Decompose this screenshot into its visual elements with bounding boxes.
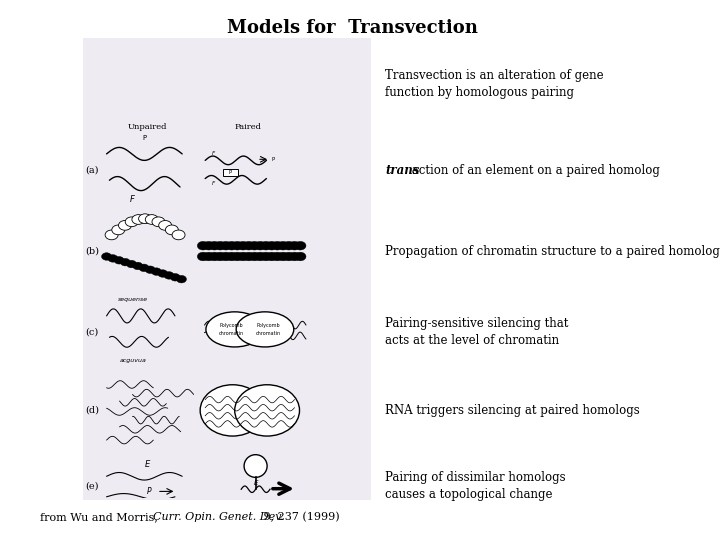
Circle shape — [266, 252, 277, 261]
Circle shape — [108, 255, 118, 262]
Ellipse shape — [200, 384, 265, 436]
Circle shape — [232, 252, 243, 261]
Circle shape — [238, 241, 249, 250]
Circle shape — [260, 252, 271, 261]
Circle shape — [215, 252, 226, 261]
Ellipse shape — [244, 455, 267, 477]
Circle shape — [102, 253, 112, 260]
Circle shape — [254, 252, 266, 261]
Text: from Wu and Morris,: from Wu and Morris, — [40, 512, 161, 522]
Circle shape — [238, 252, 249, 261]
Circle shape — [266, 241, 277, 250]
Circle shape — [277, 241, 289, 250]
Text: (d): (d) — [85, 406, 99, 415]
Circle shape — [120, 258, 130, 266]
Circle shape — [226, 252, 238, 261]
Ellipse shape — [206, 312, 264, 347]
Text: action of an element on a paired homolog: action of an element on a paired homolog — [408, 164, 660, 177]
Circle shape — [294, 252, 306, 261]
Text: P: P — [229, 170, 232, 175]
Text: F: F — [212, 151, 215, 156]
Circle shape — [151, 268, 161, 275]
Text: sequense: sequense — [118, 298, 148, 302]
Circle shape — [277, 252, 289, 261]
Circle shape — [119, 220, 132, 230]
Text: P: P — [271, 157, 275, 162]
Text: P: P — [142, 136, 146, 141]
Circle shape — [139, 264, 149, 272]
Circle shape — [166, 225, 179, 235]
Circle shape — [152, 217, 165, 227]
Circle shape — [226, 241, 238, 250]
Circle shape — [289, 241, 300, 250]
Circle shape — [172, 230, 185, 240]
Text: Transvection is an alteration of gene
function by homologous pairing: Transvection is an alteration of gene fu… — [385, 69, 604, 99]
Circle shape — [203, 241, 215, 250]
Circle shape — [220, 252, 232, 261]
Circle shape — [203, 252, 215, 261]
Circle shape — [112, 225, 125, 235]
Text: Polycomb: Polycomb — [220, 323, 243, 328]
Circle shape — [164, 272, 174, 279]
Text: P: P — [147, 487, 151, 496]
Circle shape — [127, 260, 137, 268]
Circle shape — [209, 252, 220, 261]
Text: F: F — [130, 195, 134, 204]
Text: Pairing-sensitive silencing that
acts at the level of chromatin: Pairing-sensitive silencing that acts at… — [385, 317, 569, 347]
Text: Models for  Transvection: Models for Transvection — [228, 19, 478, 37]
Text: Curr. Opin. Genet. Dev.: Curr. Opin. Genet. Dev. — [153, 512, 284, 522]
Text: Unpaired: Unpaired — [128, 123, 167, 131]
Circle shape — [176, 275, 186, 283]
Circle shape — [248, 241, 260, 250]
Circle shape — [170, 273, 180, 281]
Circle shape — [283, 241, 294, 250]
Text: chromatin: chromatin — [256, 330, 281, 336]
Circle shape — [209, 241, 220, 250]
Text: Paired: Paired — [235, 123, 262, 131]
Circle shape — [248, 252, 260, 261]
Circle shape — [294, 241, 306, 250]
Circle shape — [145, 266, 156, 273]
Text: F: F — [212, 181, 215, 186]
Circle shape — [132, 214, 145, 224]
Circle shape — [158, 220, 171, 230]
Text: trans: trans — [385, 164, 420, 177]
Circle shape — [197, 252, 209, 261]
Circle shape — [271, 241, 283, 250]
Circle shape — [283, 252, 294, 261]
Text: (b): (b) — [85, 247, 99, 255]
Text: E: E — [253, 480, 258, 485]
Circle shape — [145, 214, 158, 224]
Text: E: E — [145, 460, 150, 469]
Text: Pairing of dissimilar homologs
causes a topological change: Pairing of dissimilar homologs causes a … — [385, 471, 566, 501]
Circle shape — [271, 252, 283, 261]
Ellipse shape — [236, 312, 294, 347]
Ellipse shape — [235, 384, 300, 436]
Circle shape — [139, 214, 152, 224]
Bar — [223, 169, 238, 176]
Text: chromatin: chromatin — [219, 330, 243, 336]
Text: (c): (c) — [85, 328, 98, 336]
Circle shape — [232, 241, 243, 250]
Circle shape — [260, 241, 271, 250]
Text: Propagation of chromatin structure to a paired homolog: Propagation of chromatin structure to a … — [385, 245, 720, 258]
Circle shape — [243, 241, 255, 250]
Circle shape — [114, 256, 124, 264]
Circle shape — [243, 252, 255, 261]
Circle shape — [220, 241, 232, 250]
Text: acguvua: acguvua — [120, 358, 147, 363]
Text: RNA triggers silencing at paired homologs: RNA triggers silencing at paired homolog… — [385, 404, 640, 417]
Circle shape — [132, 262, 143, 269]
Circle shape — [197, 241, 209, 250]
Circle shape — [105, 230, 118, 240]
Text: (a): (a) — [85, 166, 99, 174]
Text: 9, 237 (1999): 9, 237 (1999) — [260, 512, 340, 522]
Circle shape — [215, 241, 226, 250]
Text: (e): (e) — [85, 482, 99, 490]
Circle shape — [254, 241, 266, 250]
Circle shape — [158, 270, 168, 277]
Circle shape — [289, 252, 300, 261]
Circle shape — [125, 217, 138, 227]
Text: Polycomb: Polycomb — [257, 323, 280, 328]
